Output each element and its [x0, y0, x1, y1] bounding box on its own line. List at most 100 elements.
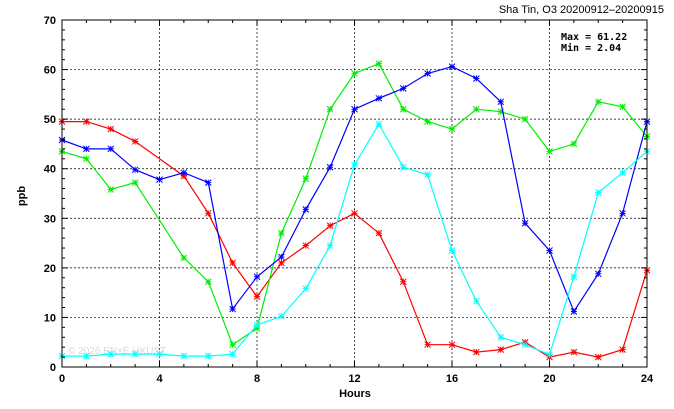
data-point-marker: [570, 140, 578, 148]
data-point-marker: [546, 247, 553, 254]
data-point-marker: [278, 259, 285, 267]
data-point-marker: [399, 278, 407, 286]
data-point-marker: [375, 120, 383, 128]
data-point-marker: [180, 172, 188, 180]
data-point-marker: [351, 105, 358, 113]
data-point-marker: [180, 169, 188, 177]
data-point-marker: [570, 273, 578, 281]
data-point-marker: [473, 75, 480, 82]
y-tick-label: 60: [44, 65, 56, 77]
data-point-marker: [619, 209, 626, 217]
data-point-marker: [253, 273, 261, 281]
data-point-marker: [204, 352, 212, 360]
data-point-marker: [326, 222, 334, 230]
data-point-marker: [497, 333, 505, 341]
data-point-marker: [619, 346, 626, 354]
data-point-marker: [473, 348, 480, 356]
data-point-marker: [424, 171, 431, 179]
x-tick-label: 24: [641, 373, 654, 385]
data-point-marker: [204, 179, 212, 186]
x-tick-label: 16: [446, 373, 458, 385]
data-point-marker: [570, 348, 578, 356]
data-point-marker: [204, 209, 212, 217]
data-point-marker: [351, 161, 358, 169]
data-point-marker: [326, 105, 334, 113]
x-axis-title: Hours: [339, 388, 371, 400]
data-point-marker: [546, 148, 553, 155]
data-point-marker: [83, 155, 90, 163]
data-point-marker: [302, 242, 310, 249]
data-point-marker: [448, 247, 456, 254]
data-point-marker: [351, 209, 358, 217]
data-point-marker: [131, 138, 139, 145]
data-point-marker: [83, 118, 90, 125]
data-point-marker: [521, 341, 529, 349]
x-tick-label: 8: [254, 373, 260, 385]
y-tick-label: 40: [44, 164, 56, 176]
data-point-marker: [131, 179, 139, 186]
data-point-marker: [497, 108, 505, 116]
data-point-marker: [302, 175, 310, 182]
chart-title: Sha Tin, O3 20200912–20200915: [499, 4, 664, 16]
data-point-marker: [448, 341, 456, 349]
data-point-marker: [521, 115, 529, 123]
data-point-marker: [131, 166, 139, 174]
data-point-marker: [619, 103, 626, 111]
data-point-marker: [229, 341, 236, 349]
data-point-marker: [594, 353, 602, 361]
data-point-marker: [546, 351, 553, 358]
data-point-marker: [594, 270, 602, 278]
data-point-marker: [594, 98, 602, 106]
data-point-marker: [156, 350, 163, 358]
data-point-marker: [424, 70, 431, 77]
data-point-marker: [473, 105, 480, 113]
y-tick-label: 50: [44, 114, 56, 126]
data-point-marker: [399, 163, 407, 171]
data-point-marker: [107, 125, 115, 133]
x-tick-label: 20: [543, 373, 555, 385]
data-point-marker: [131, 350, 139, 358]
y-tick-label: 70: [44, 15, 56, 27]
data-point-marker: [83, 145, 90, 153]
axis-ticks: 0 4 8 12 16 20 24 0 10 20 30 40 50 60 70: [44, 15, 654, 385]
max-value-label: Max = 61.22: [561, 32, 627, 43]
data-point-marker: [156, 176, 163, 183]
data-point-marker: [229, 350, 236, 358]
series-lines: [58, 60, 651, 361]
data-point-marker: [375, 94, 383, 102]
data-point-marker: [497, 346, 505, 354]
data-point-marker: [326, 242, 334, 249]
data-point-marker: [253, 324, 261, 332]
y-tick-label: 20: [44, 263, 56, 275]
y-tick-label: 10: [44, 312, 56, 324]
data-point-marker: [107, 350, 115, 358]
y-tick-label: 30: [44, 213, 56, 225]
grid-lines: [62, 20, 647, 367]
data-point-marker: [204, 278, 212, 286]
data-point-marker: [229, 305, 236, 313]
series-4: [58, 120, 651, 360]
watermark-text: © 2026 EN×E HKUST: [68, 346, 166, 357]
data-point-marker: [399, 105, 407, 113]
data-point-marker: [278, 229, 285, 237]
series-line: [62, 120, 648, 358]
data-point-marker: [83, 352, 90, 360]
data-point-marker: [302, 206, 310, 213]
min-value-label: Min = 2.04: [561, 42, 621, 54]
x-tick-label: 12: [348, 373, 360, 385]
data-point-marker: [473, 297, 480, 305]
data-point-marker: [594, 189, 602, 196]
data-point-marker: [351, 70, 358, 77]
data-point-marker: [180, 254, 188, 262]
y-axis-title: ppb: [16, 186, 28, 206]
data-point-marker: [375, 60, 383, 67]
series-3: [58, 63, 651, 315]
data-point-marker: [107, 145, 115, 153]
data-point-marker: [375, 229, 383, 237]
data-point-marker: [497, 98, 505, 106]
data-point-marker: [278, 313, 285, 320]
data-point-marker: [253, 321, 261, 329]
data-point-marker: [399, 85, 407, 92]
